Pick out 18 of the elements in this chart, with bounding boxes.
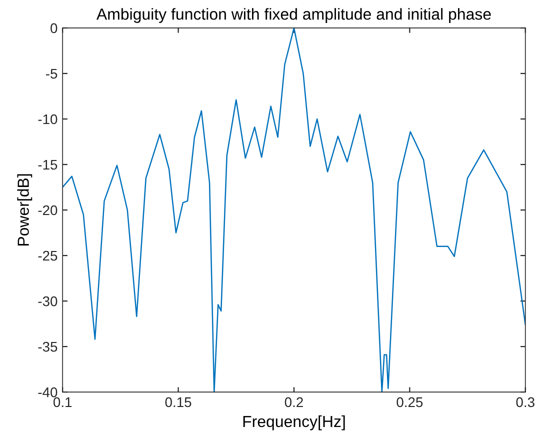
x-tick-label: 0.3 (516, 397, 534, 408)
y-tick-label: -30 (38, 296, 58, 306)
x-tick-label: 0.2 (284, 397, 303, 408)
y-tick-label: -25 (38, 250, 58, 261)
y-tick-label: -10 (38, 114, 58, 124)
y-axis-title: Power[dB] (17, 174, 32, 246)
x-tick-label: 0.15 (165, 397, 192, 408)
y-tick-label: -5 (46, 68, 58, 79)
y-tick-label: -40 (38, 387, 58, 398)
x-tick-label: 0.25 (396, 397, 423, 408)
y-tick-label: -20 (38, 205, 58, 216)
line-series (62, 28, 526, 392)
x-axis-title: Frequency[Hz] (243, 415, 345, 430)
chart-title: Ambiguity function with fixed amplitude and initial phase (96, 8, 491, 23)
x-tick-label: 0.1 (53, 397, 72, 408)
y-tick-label: -35 (38, 342, 58, 352)
y-tick-label: 0 (50, 23, 58, 34)
y-tick-label: -15 (38, 160, 58, 170)
